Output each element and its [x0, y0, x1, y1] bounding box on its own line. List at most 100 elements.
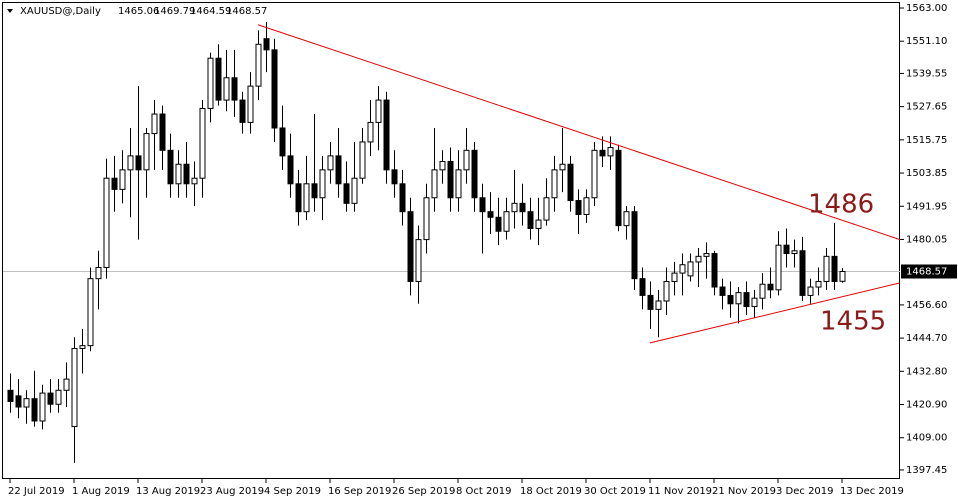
candle-body	[375, 99, 382, 123]
candle-body	[519, 202, 526, 213]
trendline	[649, 282, 901, 344]
candle-body	[615, 149, 622, 227]
y-tick-label: 1551.10	[906, 36, 947, 47]
header-low: 1464.59	[190, 6, 231, 17]
candle-body	[271, 49, 278, 129]
candle-body	[367, 121, 374, 143]
candle-body	[631, 211, 638, 280]
x-tick-label: 3 Dec 2019	[776, 486, 834, 497]
y-tick-label: 1563.00	[906, 3, 947, 14]
candle-body	[479, 197, 486, 213]
candle-body	[647, 294, 654, 310]
y-tick-label: 1527.65	[906, 102, 947, 113]
candle-body	[791, 250, 798, 255]
y-tick-label: 1491.95	[906, 201, 947, 212]
candle-body	[119, 169, 126, 190]
candle-body	[223, 77, 230, 101]
y-tick-label: 1444.70	[906, 333, 947, 344]
y-tick-label: 1539.55	[906, 68, 947, 79]
candle-body	[639, 278, 646, 296]
header-close: 1468.57	[226, 6, 267, 17]
candle-body	[431, 169, 438, 199]
candle-body	[183, 163, 190, 185]
candle-body	[7, 389, 14, 402]
candle-body	[39, 392, 46, 422]
x-tick-label: 1 Aug 2019	[72, 486, 130, 497]
candle-body	[751, 297, 758, 308]
candle-body	[599, 149, 606, 157]
candle-body	[567, 163, 574, 202]
candle-body	[679, 264, 686, 274]
candle-body	[815, 280, 822, 288]
candle-body	[487, 211, 494, 218]
y-tick-label: 1503.85	[906, 168, 947, 179]
candle-body	[335, 155, 342, 185]
candle-body	[231, 77, 238, 101]
x-tick-label: 30 Oct 2019	[584, 486, 646, 497]
candle-body	[343, 183, 350, 204]
candle-body	[167, 149, 174, 185]
price-label: 1468.57	[906, 266, 947, 277]
candle-body	[703, 253, 710, 257]
candle-body	[783, 244, 790, 255]
candle-body	[311, 183, 318, 199]
candle-body	[279, 127, 286, 157]
x-tick-label: 4 Sep 2019	[264, 486, 321, 497]
candle-body	[391, 169, 398, 185]
candle-body	[143, 133, 150, 171]
candle-body	[735, 292, 742, 305]
candle-body	[407, 211, 414, 282]
candle-body	[559, 163, 566, 171]
candle-body	[767, 283, 774, 291]
candle-body	[711, 253, 718, 288]
candle-body	[551, 169, 558, 199]
candle-body	[95, 267, 102, 280]
candle-body	[623, 211, 630, 227]
candle-body	[199, 107, 206, 179]
candle-body	[415, 239, 422, 282]
x-tick-label: 22 Jul 2019	[8, 486, 65, 497]
candle-body	[511, 202, 518, 213]
candle-body	[383, 99, 390, 171]
candle-body	[319, 169, 326, 199]
candle-body	[423, 197, 430, 241]
x-tick-label: 26 Sep 2019	[392, 486, 455, 497]
candle-body	[831, 255, 838, 282]
x-tick-label: 11 Nov 2019	[648, 486, 712, 497]
candle-body	[327, 155, 334, 171]
header-high: 1469.79	[154, 6, 195, 17]
menu-triangle[interactable]	[7, 9, 13, 13]
trendline	[257, 24, 901, 241]
x-tick-label: 13 Aug 2019	[136, 486, 200, 497]
candle-body	[255, 43, 262, 87]
x-tick-label: 21 Nov 2019	[712, 486, 776, 497]
candle-body	[303, 183, 310, 213]
annotation: 1486	[808, 190, 874, 220]
y-tick-label: 1409.00	[906, 433, 947, 444]
candle-body	[359, 141, 366, 179]
candle-body	[399, 183, 406, 213]
candle-body	[135, 155, 142, 171]
candle-body	[527, 211, 534, 229]
candle-body	[583, 197, 590, 215]
candle-body	[823, 255, 830, 282]
candle-body	[63, 378, 70, 391]
candle-body	[159, 113, 166, 151]
candle-body	[503, 211, 510, 232]
candle-body	[207, 57, 214, 109]
candle-body	[543, 197, 550, 221]
y-tick-label: 1515.75	[906, 135, 947, 146]
candle-body	[439, 160, 446, 171]
x-tick-label: 18 Oct 2019	[520, 486, 582, 497]
candle-body	[71, 347, 78, 428]
candle-body	[695, 255, 702, 263]
candle-body	[575, 200, 582, 215]
candle-body	[671, 272, 678, 282]
candle-body	[495, 216, 502, 232]
candle-body	[463, 149, 470, 171]
candle-body	[839, 270, 846, 282]
candle-body	[55, 389, 62, 405]
candle-body	[535, 219, 542, 229]
candle-body	[215, 57, 222, 101]
